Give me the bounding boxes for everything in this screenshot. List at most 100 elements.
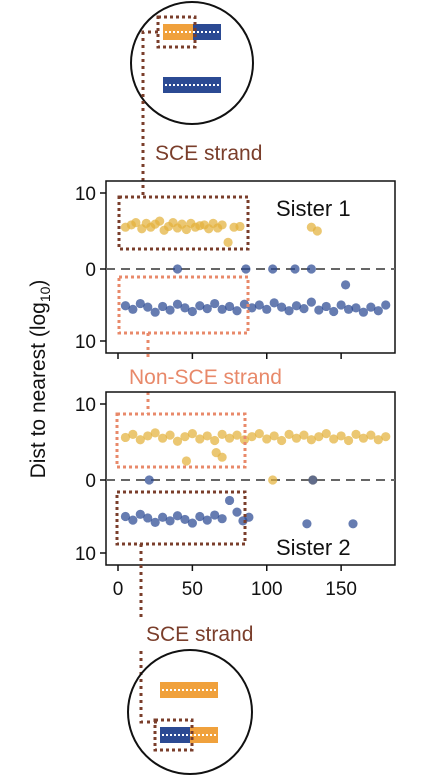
data-point-gold <box>202 431 212 441</box>
data-point-navy <box>299 304 309 314</box>
data-point-navy <box>224 495 235 506</box>
data-point-navy <box>158 512 168 522</box>
data-point-navy <box>290 264 300 274</box>
data-point-navy <box>210 510 220 520</box>
data-point-navy <box>308 475 318 485</box>
data-point-gold <box>373 435 383 445</box>
x-tick-label: 150 <box>325 579 357 600</box>
data-point-gold <box>217 429 227 439</box>
data-point-gold <box>277 435 287 446</box>
x-tick-label: 0 <box>113 579 124 600</box>
panel-sister-1: 10 0 10 Sister 1 <box>75 180 396 359</box>
panel-1-frame <box>105 180 396 354</box>
data-point-navy <box>224 301 235 312</box>
data-point-navy <box>195 511 205 522</box>
y-tick-label: 10 <box>75 544 96 565</box>
y-tick-label: 0 <box>85 260 96 281</box>
data-point-navy <box>340 280 351 290</box>
data-point-navy <box>128 515 138 525</box>
data-point-gold <box>306 435 316 445</box>
data-point-gold <box>224 433 235 443</box>
data-point-navy <box>128 304 138 314</box>
data-point-navy <box>268 264 278 274</box>
data-point-navy <box>284 306 294 316</box>
data-point-navy <box>277 302 287 312</box>
sce-strand-label-bottom: SCE strand <box>146 623 253 646</box>
data-point-navy <box>202 515 212 525</box>
x-tick-label: 50 <box>182 579 203 600</box>
data-point-gold <box>150 428 160 438</box>
y-tick-label: 10 <box>75 184 96 205</box>
data-point-gold <box>217 220 227 230</box>
data-point-gold <box>269 431 279 441</box>
data-point-navy <box>351 303 361 313</box>
data-point-gold <box>187 429 197 439</box>
data-point-gold <box>358 433 369 443</box>
panel-2-title: Sister 2 <box>276 535 351 560</box>
data-point-navy <box>336 300 346 310</box>
data-point-navy <box>158 301 168 312</box>
data-point-gold <box>351 429 361 439</box>
data-point-navy <box>381 300 391 310</box>
data-point-navy <box>358 307 369 317</box>
data-point-navy <box>314 305 324 315</box>
data-point-navy <box>366 302 376 312</box>
data-point-gold <box>211 448 221 458</box>
data-point-navy <box>172 299 183 309</box>
data-point-gold <box>135 435 145 445</box>
data-point-gold <box>268 475 278 485</box>
data-point-gold <box>247 432 257 442</box>
data-point-navy <box>348 519 358 529</box>
data-point-gold <box>131 218 141 228</box>
data-point-gold <box>329 434 339 444</box>
data-point-gold <box>232 430 242 440</box>
data-point-navy <box>306 297 316 307</box>
data-point-gold <box>143 431 153 441</box>
y-tick-label: 0 <box>85 471 96 492</box>
data-point-navy <box>306 264 316 274</box>
data-point-gold <box>299 430 309 440</box>
data-point-gold <box>312 226 322 236</box>
data-point-navy <box>195 301 205 311</box>
data-point-navy <box>262 304 272 314</box>
data-point-navy <box>291 301 302 311</box>
data-point-navy <box>143 513 153 523</box>
data-point-gold <box>120 432 131 443</box>
data-point-navy <box>180 303 190 313</box>
data-point-navy <box>217 514 227 524</box>
connector-top <box>141 30 158 197</box>
non-sce-box-1 <box>117 275 250 335</box>
data-point-gold <box>343 435 354 446</box>
data-point-navy <box>135 298 145 309</box>
data-point-gold <box>239 435 250 445</box>
data-point-gold <box>381 432 391 442</box>
dna-duplex-sce-bottom-icon <box>127 649 253 775</box>
data-point-navy <box>172 511 183 521</box>
data-point-navy <box>150 517 160 527</box>
data-point-navy <box>321 301 331 312</box>
data-point-navy <box>165 516 175 526</box>
data-point-gold <box>223 237 233 247</box>
data-point-navy <box>187 306 197 317</box>
data-point-gold <box>181 456 192 466</box>
data-point-gold <box>210 435 220 446</box>
data-point-navy <box>210 298 220 309</box>
data-point-gold <box>235 221 245 232</box>
data-point-navy <box>232 507 242 517</box>
data-point-navy <box>269 298 279 308</box>
data-point-navy <box>217 304 227 314</box>
data-point-navy <box>120 511 131 522</box>
data-point-navy <box>135 509 145 519</box>
data-point-gold <box>336 431 346 441</box>
sce-strand-label-top: SCE strand <box>155 142 262 165</box>
dna-duplex-sce-top-icon <box>130 1 254 125</box>
panel-2-frame <box>105 391 396 566</box>
data-point-navy <box>144 475 154 485</box>
data-point-navy <box>343 304 354 314</box>
data-point-navy <box>150 307 160 317</box>
data-point-navy <box>254 300 264 310</box>
data-point-gold <box>172 436 183 446</box>
data-point-navy <box>172 264 183 274</box>
